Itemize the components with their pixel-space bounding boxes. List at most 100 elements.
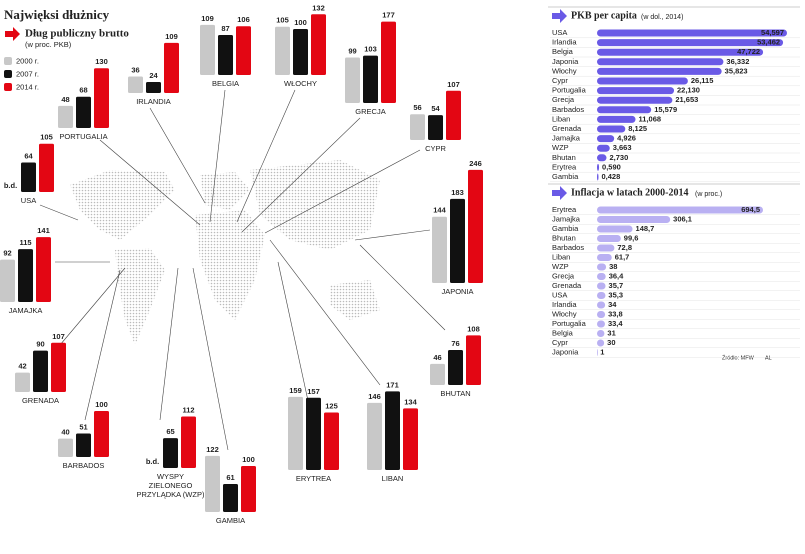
category-label: Bhutan bbox=[552, 153, 576, 162]
category-label: JAPONIA bbox=[441, 287, 474, 296]
bar bbox=[468, 169, 483, 283]
connectors bbox=[39, 89, 446, 451]
value-label: 64 bbox=[24, 152, 33, 161]
bar bbox=[15, 372, 30, 392]
value-label: 106 bbox=[237, 15, 250, 24]
value-label: 134 bbox=[404, 397, 417, 406]
value-label: 125 bbox=[325, 401, 338, 410]
bar bbox=[0, 259, 15, 302]
world-map bbox=[70, 160, 380, 345]
value-label: 103 bbox=[364, 45, 377, 54]
value-label: 4,926 bbox=[617, 134, 636, 143]
value-label: 35,823 bbox=[725, 66, 748, 75]
category-label: GRECJA bbox=[355, 107, 386, 116]
bar bbox=[311, 14, 326, 76]
category-label: Gambia bbox=[552, 172, 579, 181]
value-label: 107 bbox=[447, 80, 460, 89]
legend-swatch bbox=[4, 70, 12, 78]
page-title: Najwięksi dłużnicy bbox=[4, 7, 110, 22]
arrow-icon bbox=[5, 27, 20, 41]
value-label: 36,332 bbox=[726, 57, 749, 66]
bar bbox=[275, 26, 290, 75]
value-label: 38 bbox=[609, 262, 617, 271]
bar bbox=[293, 29, 308, 75]
bar bbox=[597, 67, 722, 75]
bar bbox=[58, 105, 73, 128]
bar bbox=[597, 254, 612, 261]
bar bbox=[324, 412, 339, 470]
bar bbox=[363, 55, 378, 103]
bar bbox=[306, 397, 321, 470]
bar bbox=[94, 411, 109, 457]
category-label: Liban bbox=[552, 252, 570, 261]
value-label: 99,6 bbox=[624, 233, 639, 242]
value-label: 33,4 bbox=[608, 319, 623, 328]
value-label: 61,7 bbox=[615, 252, 630, 261]
bar bbox=[288, 396, 303, 470]
value-label: 146 bbox=[368, 392, 381, 401]
category-label: IRLANDIA bbox=[136, 97, 171, 106]
value-label: 112 bbox=[182, 405, 194, 414]
value-label: 68 bbox=[79, 86, 87, 95]
value-label: 53,462 bbox=[757, 38, 780, 47]
value-label: 35,7 bbox=[609, 281, 624, 290]
value-label: 36,4 bbox=[609, 271, 624, 280]
category-label: USA bbox=[20, 196, 37, 205]
bar bbox=[428, 115, 443, 140]
value-label: 3,663 bbox=[613, 143, 632, 152]
bar bbox=[597, 263, 607, 271]
category-label: Japonia bbox=[552, 57, 579, 66]
value-label: 26,115 bbox=[691, 76, 714, 85]
bar bbox=[181, 416, 196, 468]
category-label: Jamajka bbox=[552, 214, 581, 223]
bar bbox=[466, 335, 481, 385]
bar bbox=[385, 391, 400, 470]
category-label: Bhutan bbox=[552, 233, 576, 242]
credit: AL bbox=[765, 355, 772, 361]
category-label: Belgia bbox=[552, 328, 574, 337]
bar bbox=[218, 34, 233, 75]
category-label: Japonia bbox=[552, 347, 579, 356]
category-label: GRENADA bbox=[21, 396, 60, 405]
value-label: 51 bbox=[79, 423, 87, 432]
value-label: b.d. bbox=[4, 181, 17, 190]
bar bbox=[597, 144, 610, 152]
bar bbox=[597, 301, 606, 309]
value-label: 1 bbox=[600, 347, 604, 356]
bar bbox=[597, 216, 671, 223]
category-label: USA bbox=[552, 28, 567, 37]
value-label: 72,8 bbox=[617, 243, 632, 252]
value-label: 105 bbox=[276, 16, 289, 25]
arrow-icon bbox=[552, 186, 567, 200]
category-label: Liban bbox=[552, 114, 570, 123]
category-label: BARBADOS bbox=[62, 461, 105, 470]
chart-subtitle: (w proc. PKB) bbox=[25, 40, 72, 49]
value-label: 33,8 bbox=[608, 309, 623, 318]
category-label: GAMBIA bbox=[215, 516, 246, 525]
bar bbox=[597, 173, 599, 181]
value-label: 11,068 bbox=[639, 114, 662, 123]
bar bbox=[597, 349, 598, 356]
category-label: Grecja bbox=[552, 271, 575, 280]
category-label: WYSPY ZIELONEGO PRZYLĄDKA (WZP) bbox=[136, 472, 205, 499]
value-label: 87 bbox=[221, 24, 229, 33]
category-label: Grenada bbox=[552, 124, 582, 133]
value-label: 65 bbox=[166, 427, 174, 436]
chart-title: PKB per capita bbox=[571, 10, 637, 21]
category-label: USA bbox=[552, 290, 567, 299]
bar bbox=[39, 143, 54, 192]
bar bbox=[36, 237, 51, 302]
value-label: 108 bbox=[467, 324, 480, 333]
value-label: 61 bbox=[226, 473, 234, 482]
value-label: 34 bbox=[608, 300, 617, 309]
value-label: 107 bbox=[52, 332, 65, 341]
bar bbox=[597, 96, 673, 104]
value-label: 35,3 bbox=[608, 290, 623, 299]
chart-subtitle: (w dol., 2014) bbox=[641, 14, 683, 21]
value-label: b.d. bbox=[146, 457, 159, 466]
bar bbox=[58, 438, 73, 457]
bar bbox=[163, 438, 178, 468]
value-label: 48 bbox=[61, 95, 69, 104]
value-label: 100 bbox=[242, 455, 255, 464]
